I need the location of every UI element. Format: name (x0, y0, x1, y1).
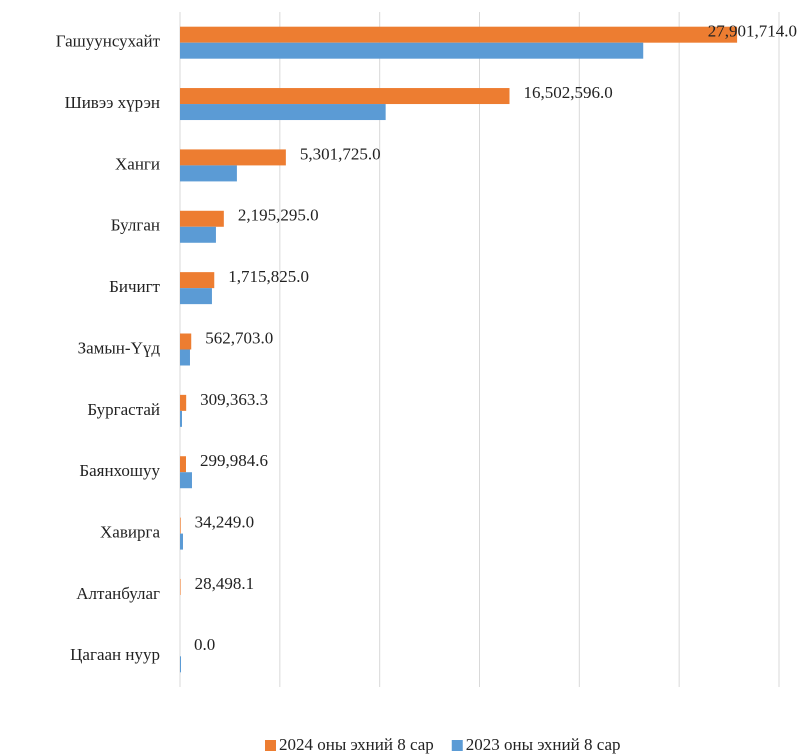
bar (180, 165, 237, 182)
bar (180, 349, 190, 366)
data-label: 309,363.3 (200, 390, 268, 409)
bar (180, 42, 644, 59)
bar (180, 517, 181, 534)
data-label: 34,249.0 (195, 512, 255, 531)
bar (180, 533, 183, 550)
bar (180, 149, 286, 166)
data-label: 16,502,596.0 (524, 83, 613, 102)
y-tick-label: Цагаан нуур (70, 645, 160, 664)
data-label: 0.0 (194, 635, 215, 654)
bar (180, 456, 186, 473)
y-tick-label: Алтанбулаг (76, 584, 160, 603)
y-tick-label: Бургастай (87, 400, 160, 419)
bar (180, 226, 216, 243)
y-tick-label: Булган (111, 216, 160, 235)
bar (180, 410, 182, 427)
bar (180, 288, 212, 305)
y-tick-label: Ханги (115, 154, 160, 173)
y-tick-label: Бичигт (109, 277, 160, 296)
data-label: 562,703.0 (205, 328, 273, 347)
bar (180, 333, 192, 350)
data-label: 1,715,825.0 (228, 267, 309, 286)
data-label: 299,984.6 (200, 451, 268, 470)
data-label: 27,901,714.0 (708, 22, 797, 41)
bar (180, 272, 215, 289)
bar (180, 104, 386, 121)
data-label: 28,498.1 (195, 574, 255, 593)
legend-label: 2024 оны эхний 8 сар (279, 735, 434, 754)
legend-label: 2023 оны эхний 8 сар (466, 735, 621, 754)
legend-swatch (451, 740, 463, 751)
bar (180, 656, 181, 673)
y-tick-label: Баянхошуу (79, 461, 160, 480)
bar (180, 394, 187, 411)
y-tick-label: Шивээ хүрэн (65, 93, 160, 112)
legend-swatch (265, 740, 276, 751)
data-label: 5,301,725.0 (300, 144, 381, 163)
y-tick-label: Гашуунсухайт (56, 32, 161, 51)
y-tick-label: Хавирга (100, 522, 160, 541)
bar (180, 472, 192, 489)
bar (180, 578, 181, 595)
bar (180, 88, 510, 105)
data-label: 2,195,295.0 (238, 206, 319, 225)
bar (180, 26, 738, 43)
y-tick-label: Замын-Үүд (78, 338, 161, 357)
bar (180, 210, 224, 227)
